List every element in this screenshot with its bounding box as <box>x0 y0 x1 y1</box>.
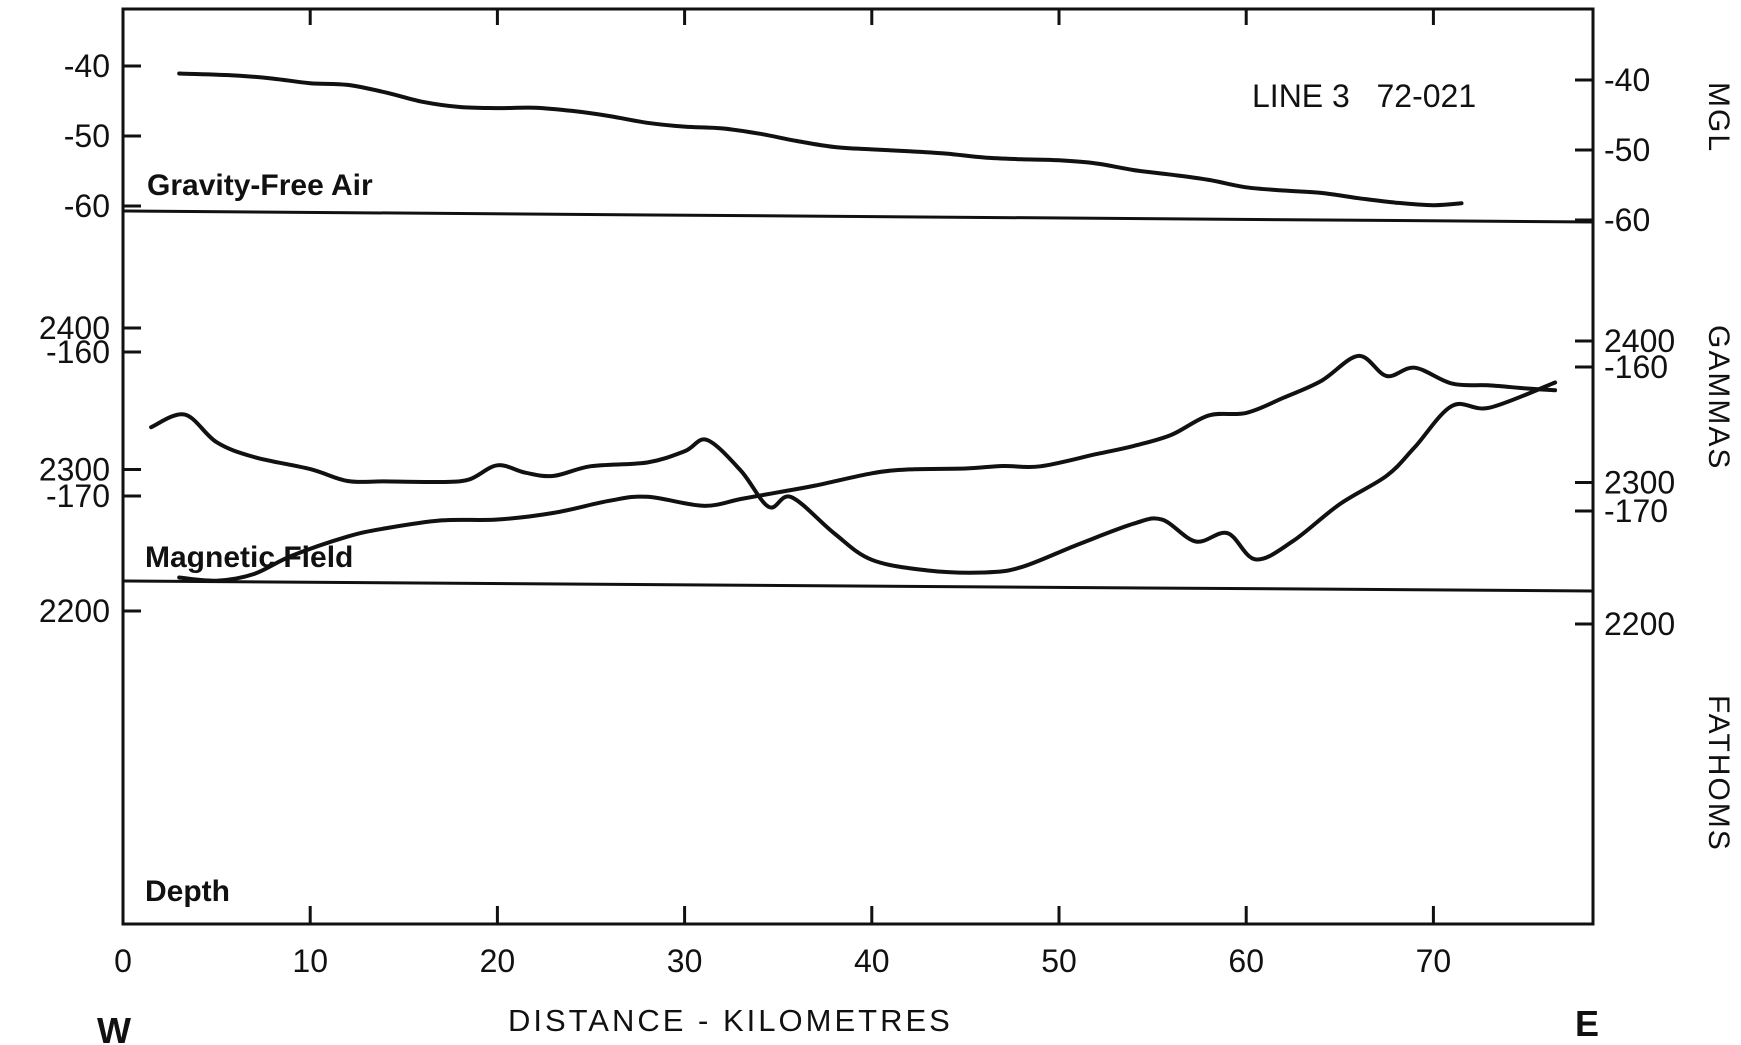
divider-gravity-magnetic <box>122 209 1594 224</box>
chart-title: LINE 3 72-021 <box>1252 78 1476 114</box>
magnetic-series-line <box>149 380 1558 575</box>
depth-right-tick-label: 2300 <box>1604 465 1675 501</box>
gravity-unit-label: MGL <box>1702 82 1735 153</box>
x-tick-label: 10 <box>292 943 328 979</box>
magnetic-right-tick-label: -160 <box>1604 349 1668 385</box>
depth-left-tick-label: 2300 <box>39 452 110 488</box>
x-tick-label: 0 <box>114 943 132 979</box>
divider-magnetic-depth <box>122 579 1594 593</box>
depth-left-tick-label: 2400 <box>39 310 110 346</box>
magnetic-right-tick-label: -170 <box>1604 493 1668 529</box>
gravity-panel-label: Gravity-Free Air <box>147 169 373 202</box>
x-tick-label: 50 <box>1041 943 1077 979</box>
x-tick-label: 20 <box>480 943 516 979</box>
gravity-right-tick-label: -40 <box>1604 62 1650 98</box>
magnetic-left-tick-label: -160 <box>46 334 110 370</box>
gravity-left-tick-label: -50 <box>64 118 110 154</box>
x-axis-title: DISTANCE - KILOMETRES <box>508 1003 953 1038</box>
series-lines <box>149 71 1558 583</box>
magnetic-left-tick-label: -170 <box>46 478 110 514</box>
depth-left-tick-label: 2200 <box>39 593 110 629</box>
gravity-left-tick-label: -60 <box>64 188 110 224</box>
x-tick-label: 70 <box>1416 943 1452 979</box>
x-tick-label: 30 <box>667 943 703 979</box>
plot-frame <box>121 7 1595 926</box>
depth-unit-label: FATHOMS <box>1702 695 1735 852</box>
axis-ticks: 0 10 20 30 40 50 60 70 -40 -50 -60 -40 -50 -60 -160 -17… <box>39 9 1675 979</box>
gravity-series-line <box>177 71 1464 208</box>
depth-panel-label: Depth <box>145 875 230 908</box>
gravity-right-tick-label: -50 <box>1604 132 1650 168</box>
magnetic-unit-label: GAMMAS <box>1702 325 1735 470</box>
west-label: W <box>97 1010 131 1045</box>
depth-right-tick-label: 2400 <box>1604 323 1675 359</box>
gravity-right-tick-label: -60 <box>1604 202 1650 238</box>
x-tick-label: 40 <box>854 943 890 979</box>
east-label: E <box>1575 1003 1599 1044</box>
gravity-left-tick-label: -40 <box>64 48 110 84</box>
depth-series-line <box>177 353 1558 583</box>
depth-right-tick-label: 2200 <box>1604 606 1675 642</box>
x-tick-label: 60 <box>1228 943 1264 979</box>
